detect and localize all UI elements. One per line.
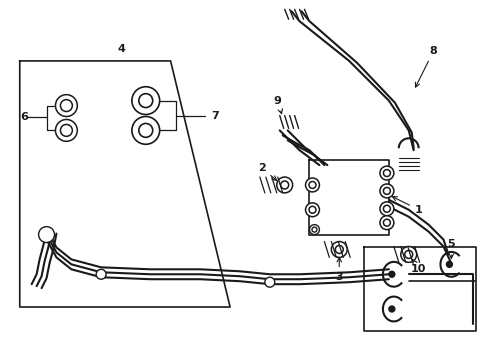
- Text: 10: 10: [411, 259, 426, 274]
- Circle shape: [312, 227, 317, 232]
- Circle shape: [380, 216, 394, 230]
- Circle shape: [380, 184, 394, 198]
- Circle shape: [139, 94, 153, 108]
- Circle shape: [281, 181, 289, 189]
- Circle shape: [306, 178, 319, 192]
- Circle shape: [383, 188, 391, 194]
- Circle shape: [331, 242, 347, 257]
- Circle shape: [383, 170, 391, 176]
- Text: 2: 2: [258, 163, 277, 180]
- Circle shape: [309, 181, 316, 188]
- Circle shape: [335, 246, 343, 253]
- Text: 7: 7: [211, 111, 219, 121]
- Text: 4: 4: [117, 44, 125, 54]
- Text: 3: 3: [336, 257, 343, 282]
- Circle shape: [383, 219, 391, 226]
- Circle shape: [60, 100, 73, 112]
- Circle shape: [277, 177, 293, 193]
- Text: 5: 5: [447, 239, 455, 258]
- Text: 9: 9: [274, 96, 282, 114]
- Circle shape: [96, 269, 106, 279]
- Circle shape: [389, 306, 395, 312]
- Circle shape: [55, 120, 77, 141]
- Text: 8: 8: [416, 46, 438, 87]
- Circle shape: [39, 227, 54, 243]
- Text: 1: 1: [392, 197, 422, 215]
- Circle shape: [380, 202, 394, 216]
- Circle shape: [405, 251, 413, 258]
- Circle shape: [383, 205, 391, 212]
- Circle shape: [380, 166, 394, 180]
- Circle shape: [446, 261, 452, 267]
- Circle shape: [389, 271, 395, 277]
- Circle shape: [132, 87, 160, 114]
- Circle shape: [139, 123, 153, 137]
- Circle shape: [60, 125, 73, 136]
- Circle shape: [401, 247, 416, 262]
- Circle shape: [265, 277, 275, 287]
- Circle shape: [55, 95, 77, 117]
- Circle shape: [309, 206, 316, 213]
- Circle shape: [310, 225, 319, 235]
- Circle shape: [132, 117, 160, 144]
- Text: 6: 6: [20, 112, 27, 122]
- Circle shape: [306, 203, 319, 217]
